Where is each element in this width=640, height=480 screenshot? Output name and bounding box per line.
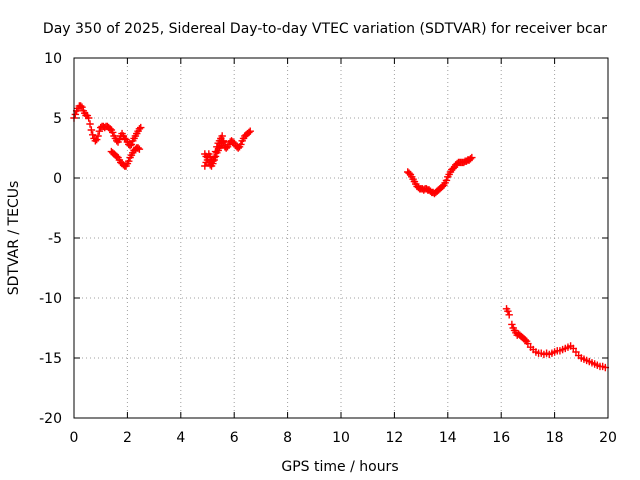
data-point	[137, 123, 145, 132]
y-axis-title: SDTVAR / TECUs	[6, 181, 22, 296]
data-point	[219, 137, 228, 145]
data-point	[86, 120, 94, 128]
data-point	[508, 320, 516, 329]
y-tick-label: -20	[39, 411, 62, 427]
chart-title: Day 350 of 2025, Sidereal Day-to-day VTE…	[43, 21, 607, 37]
data-point	[468, 153, 476, 162]
data-point	[71, 110, 80, 119]
data-point	[246, 127, 254, 135]
data-point	[88, 131, 97, 139]
series-4	[502, 305, 610, 372]
data-point	[135, 145, 144, 153]
data-point	[218, 132, 226, 140]
data-point	[84, 114, 93, 122]
x-tick-label: 6	[230, 430, 239, 446]
x-tick-label: 4	[176, 430, 185, 446]
x-tick-label: 0	[70, 430, 79, 446]
data-points	[70, 102, 610, 372]
x-tick-label: 10	[332, 430, 350, 446]
y-tick-label: 10	[44, 51, 62, 67]
x-tick-label: 20	[599, 430, 617, 446]
y-tick-label: -10	[39, 291, 62, 307]
y-tick-label: 5	[53, 111, 62, 127]
x-tick-label: 8	[283, 430, 292, 446]
y-tick-label: -5	[48, 231, 62, 247]
x-tick-label: 18	[546, 430, 564, 446]
x-tick-label: 16	[492, 430, 510, 446]
data-point	[505, 311, 513, 319]
data-point	[601, 363, 610, 372]
data-point	[87, 126, 96, 134]
y-tick-label: 0	[53, 171, 62, 187]
y-tick-label: -15	[39, 351, 62, 367]
data-point	[201, 162, 209, 170]
series-2	[201, 127, 254, 170]
data-point	[94, 132, 102, 140]
plot-frame	[73, 57, 609, 419]
grid	[74, 58, 608, 418]
x-axis-title: GPS time / hours	[281, 459, 398, 475]
series-3	[404, 153, 476, 198]
x-tick-label: 12	[385, 430, 403, 446]
series-1	[70, 102, 145, 170]
x-tick-label: 2	[123, 430, 132, 446]
tick-labels: 0 2 4 6 8 10 12 14 16 18 20 10 5 0 -5 -10 -15 -20	[39, 51, 617, 446]
x-tick-label: 14	[439, 430, 457, 446]
